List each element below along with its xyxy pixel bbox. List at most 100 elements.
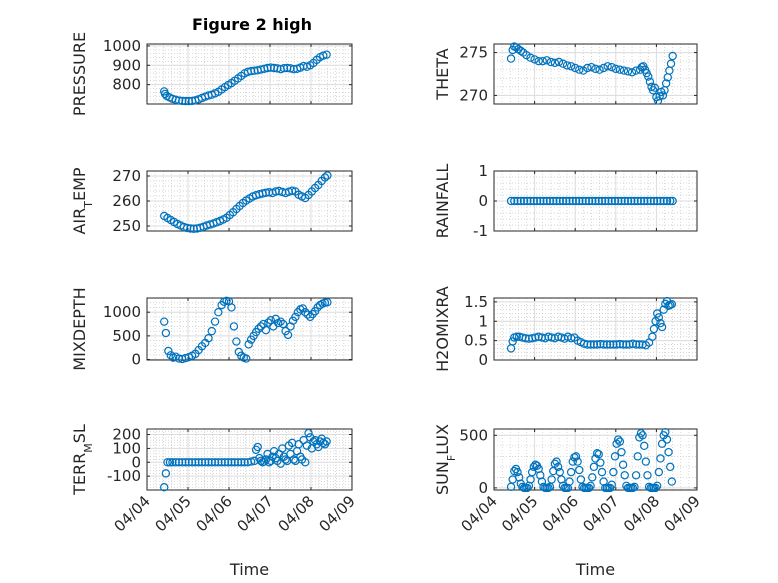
data-point xyxy=(168,458,177,467)
data-point xyxy=(304,428,313,438)
data-point xyxy=(291,312,300,322)
data-point xyxy=(542,56,551,65)
data-point xyxy=(654,313,664,322)
data-point xyxy=(640,196,649,206)
data-point xyxy=(653,309,662,318)
y-axis-label: RAINFALL xyxy=(433,164,452,239)
x-tick-label: 04/04 xyxy=(458,492,501,535)
data-point xyxy=(201,458,210,467)
data-point xyxy=(516,196,525,206)
data-point xyxy=(588,196,597,206)
data-point xyxy=(565,196,574,206)
data-point xyxy=(617,196,626,206)
data-point xyxy=(666,462,675,472)
data-point xyxy=(614,196,623,206)
data-point xyxy=(667,300,677,309)
data-point xyxy=(592,448,602,458)
data-point xyxy=(620,471,629,480)
data-point xyxy=(161,328,171,338)
data-point xyxy=(302,441,312,450)
data-point xyxy=(667,477,677,486)
data-point xyxy=(161,469,171,478)
data-point xyxy=(657,322,667,332)
data-point xyxy=(305,312,315,322)
data-point xyxy=(630,482,639,492)
data-point xyxy=(575,465,584,475)
data-point xyxy=(184,458,194,467)
data-point xyxy=(513,196,522,206)
data-point xyxy=(591,196,600,206)
data-point xyxy=(645,77,655,86)
y-axis-label: PRESSURE xyxy=(70,32,89,116)
y-tick-label: 0 xyxy=(478,351,488,369)
data-point xyxy=(562,61,572,70)
x-tick-label: 04/07 xyxy=(234,492,277,535)
data-point xyxy=(656,318,665,328)
data-point xyxy=(523,483,532,493)
data-point xyxy=(271,187,280,196)
data-point xyxy=(526,53,535,62)
data-point xyxy=(174,96,184,105)
data-point xyxy=(523,196,532,206)
y-tick-label: 1 xyxy=(478,312,488,330)
y-axis-label: AIRTEMP xyxy=(70,167,95,234)
data-point xyxy=(526,196,535,206)
data-point xyxy=(229,322,239,331)
data-point xyxy=(276,317,285,326)
x-tick-label: 04/05 xyxy=(498,492,541,535)
data-point xyxy=(531,333,540,342)
x-tick-label: 04/08 xyxy=(275,492,318,535)
data-point xyxy=(578,196,587,206)
data-point xyxy=(653,196,662,206)
subplot-h2omixra: 00.5 11.5 H2OMIXRA xyxy=(433,286,698,372)
data-point xyxy=(207,326,216,336)
data-point xyxy=(617,447,626,457)
data-point xyxy=(214,307,223,317)
data-point xyxy=(529,196,538,206)
data-point xyxy=(633,196,642,206)
data-point xyxy=(664,447,673,457)
axis-box xyxy=(493,43,698,105)
data-point xyxy=(558,59,568,68)
data-point xyxy=(174,354,184,363)
y-tick-label: 0 xyxy=(478,192,488,210)
data-point xyxy=(661,79,671,88)
data-point xyxy=(214,458,223,467)
data-point xyxy=(227,303,236,312)
data-point xyxy=(662,196,672,206)
data-point xyxy=(573,457,582,466)
figure-title: Figure 2 high xyxy=(192,15,312,34)
data-point xyxy=(631,340,641,349)
data-point xyxy=(614,435,623,444)
y-axis-label: MIXDEPTH xyxy=(70,287,89,370)
y-tick-label: 250 xyxy=(112,217,141,235)
data-point xyxy=(666,196,675,206)
y-tick-label: 100 xyxy=(112,439,141,457)
data-point xyxy=(178,458,187,467)
data-point xyxy=(197,458,207,467)
y-tick-label: 500 xyxy=(112,327,141,345)
y-tick-label: 1 xyxy=(478,162,488,180)
data-point xyxy=(659,196,668,206)
data-point xyxy=(604,196,613,206)
data-point xyxy=(584,196,594,206)
y-tick-label: 1000 xyxy=(103,37,141,55)
data-point xyxy=(655,92,664,101)
data-point xyxy=(547,475,556,484)
data-point xyxy=(646,196,655,206)
x-tick-label: 04/06 xyxy=(193,492,236,535)
data-point xyxy=(596,458,605,467)
data-point xyxy=(566,62,576,71)
data-point xyxy=(513,467,522,477)
data-point xyxy=(516,46,525,56)
y-axis-label: TERRMSL xyxy=(70,424,95,496)
data-point xyxy=(579,339,589,348)
data-point xyxy=(547,333,556,342)
data-point xyxy=(261,325,271,335)
y-axis-label: THETA xyxy=(433,48,452,100)
data-point xyxy=(636,196,646,206)
data-point xyxy=(666,59,676,68)
y-tick-label: 275 xyxy=(459,44,488,62)
data-point xyxy=(631,471,641,480)
